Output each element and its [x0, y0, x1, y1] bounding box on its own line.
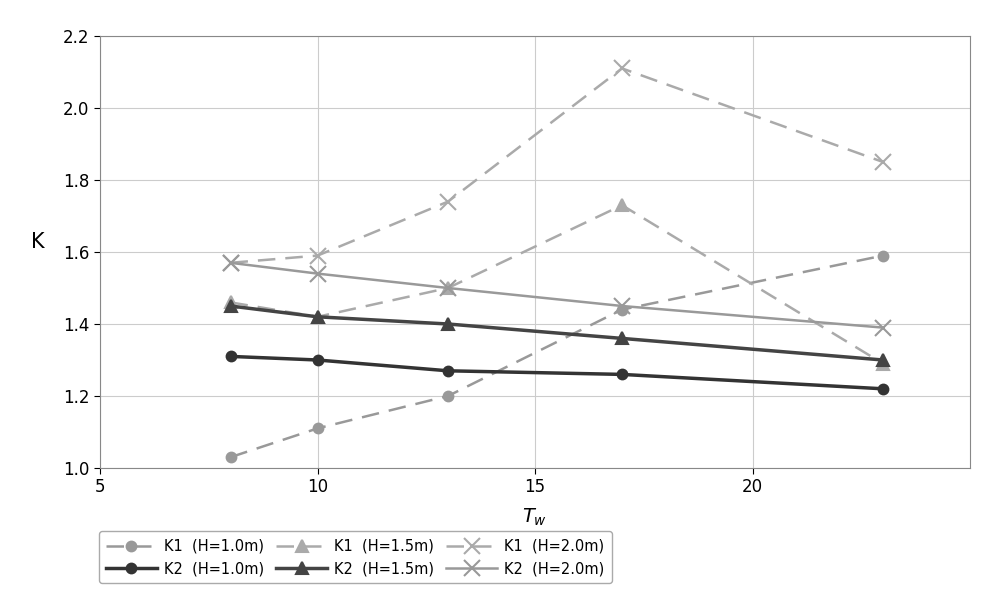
Line: K2  (H=1.5m): K2 (H=1.5m) — [224, 300, 889, 366]
K1  (H=1.0m) — [442, 392, 454, 400]
Legend: K1  (H=1.0m), K2  (H=1.0m), K1  (H=1.5m), K2  (H=1.5m), K1  (H=2.0m), K2  (H=2.0: K1 (H=1.0m), K2 (H=1.0m), K1 (H=1.5m), K… — [99, 532, 612, 583]
Text: $T_w$: $T_w$ — [522, 507, 548, 528]
K2  (H=1.5m) — [442, 320, 454, 328]
K1  (H=1.5m) — [442, 284, 454, 292]
Y-axis label: K: K — [31, 232, 45, 252]
K1  (H=2.0m) — [616, 65, 628, 72]
K1  (H=1.0m) — [312, 425, 324, 432]
K1  (H=1.5m) — [616, 202, 628, 209]
K1  (H=1.5m) — [224, 299, 237, 306]
K1  (H=1.5m) — [877, 360, 889, 367]
K1  (H=1.0m) — [877, 252, 889, 259]
K2  (H=1.0m) — [312, 356, 324, 364]
K2  (H=2.0m) — [877, 324, 889, 331]
K1  (H=1.5m) — [312, 313, 324, 320]
Line: K1  (H=1.0m): K1 (H=1.0m) — [226, 251, 888, 462]
K2  (H=2.0m) — [442, 284, 454, 292]
K2  (H=1.5m) — [616, 335, 628, 342]
K1  (H=2.0m) — [442, 198, 454, 205]
K1  (H=2.0m) — [224, 259, 237, 266]
Line: K1  (H=1.5m): K1 (H=1.5m) — [224, 199, 889, 370]
Line: K2  (H=2.0m): K2 (H=2.0m) — [223, 255, 891, 335]
K2  (H=2.0m) — [616, 302, 628, 310]
K2  (H=2.0m) — [224, 259, 237, 266]
Line: K2  (H=1.0m): K2 (H=1.0m) — [226, 352, 888, 394]
K2  (H=1.0m) — [877, 385, 889, 392]
K1  (H=1.0m) — [224, 454, 237, 461]
K2  (H=1.5m) — [877, 356, 889, 364]
K1  (H=2.0m) — [877, 158, 889, 166]
K2  (H=1.0m) — [616, 371, 628, 378]
Line: K1  (H=2.0m): K1 (H=2.0m) — [223, 61, 891, 271]
K2  (H=1.0m) — [442, 367, 454, 374]
K1  (H=1.0m) — [616, 306, 628, 313]
K2  (H=1.0m) — [224, 353, 237, 360]
K2  (H=1.5m) — [224, 302, 237, 310]
K2  (H=2.0m) — [312, 270, 324, 277]
K2  (H=1.5m) — [312, 313, 324, 320]
K1  (H=2.0m) — [312, 252, 324, 259]
